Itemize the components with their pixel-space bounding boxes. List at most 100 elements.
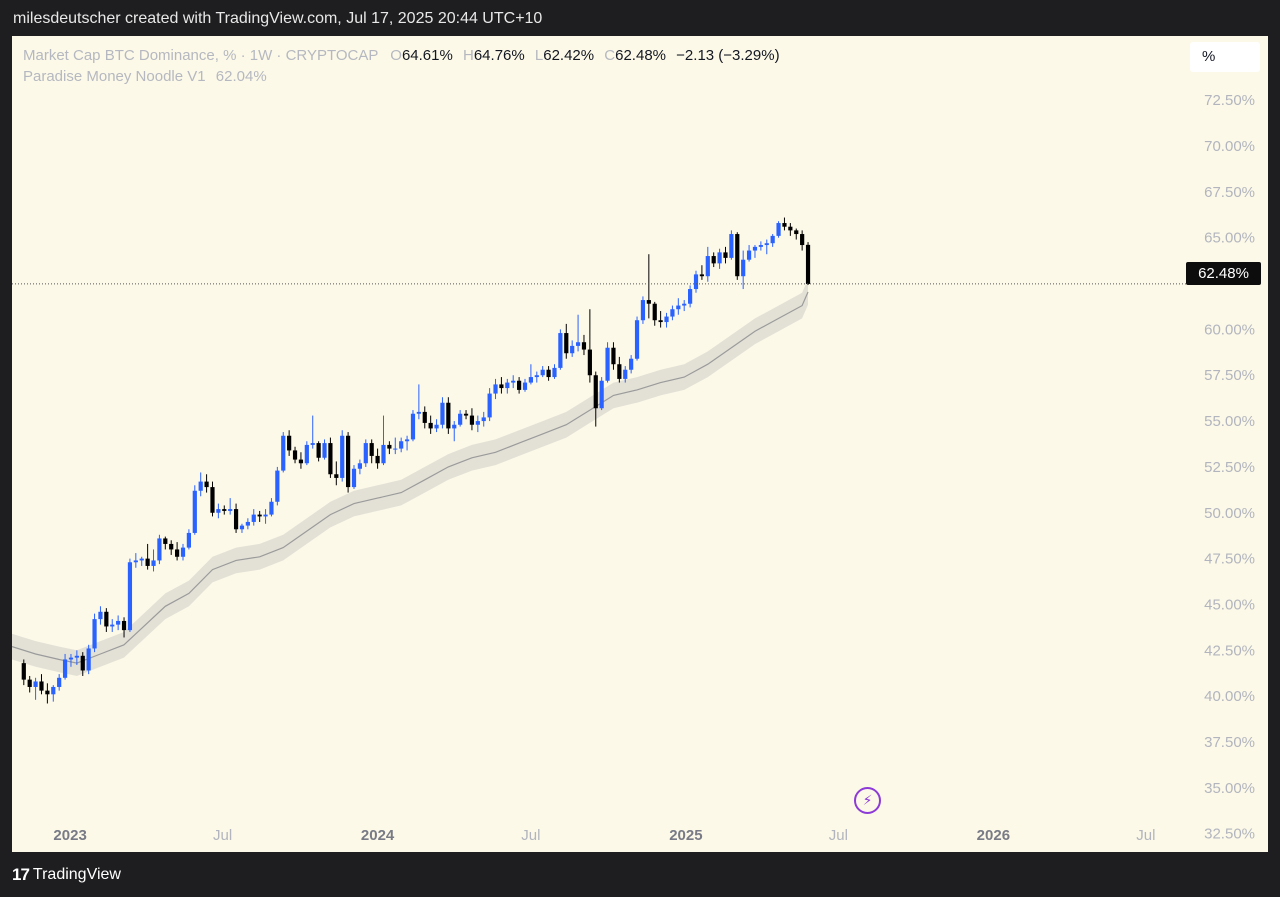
candle-body: [45, 690, 50, 695]
legend-symbol-row[interactable]: Market Cap BTC Dominance, % · 1W · CRYPT…: [23, 45, 780, 66]
candle-body: [534, 375, 539, 378]
candle-body: [133, 560, 138, 563]
candle-body: [251, 514, 256, 522]
candle-body: [664, 316, 669, 323]
y-tick-label: 55.00%: [1204, 413, 1255, 430]
candle-body: [788, 226, 793, 231]
legend-close-value: 62.48%: [615, 47, 666, 64]
legend-low-label: L: [534, 47, 544, 64]
legend-low-value: 62.42%: [543, 47, 595, 64]
candle-body: [328, 443, 333, 475]
candle-body: [269, 501, 274, 515]
candle-body: [74, 655, 79, 658]
y-tick-label: 50.00%: [1204, 505, 1255, 522]
x-tick-label: Jul: [213, 827, 232, 844]
lightning-bolt-icon[interactable]: ⚡: [854, 787, 881, 814]
candle-body: [434, 424, 439, 429]
candle-body: [463, 413, 469, 416]
candle-body: [139, 558, 144, 561]
candle-body: [334, 474, 339, 478]
footer-bar: 17 TradingView: [0, 852, 1280, 897]
candle-body: [776, 223, 781, 236]
tradingview-logo[interactable]: 17 TradingView: [12, 865, 121, 885]
y-tick-label: 65.00%: [1204, 230, 1255, 247]
y-tick-label: 37.50%: [1204, 734, 1255, 751]
candle-body: [68, 657, 74, 660]
legend-open-value: 64.61%: [401, 47, 453, 64]
candle-body: [699, 274, 705, 277]
x-tick-label: 2025: [669, 827, 702, 844]
y-tick-label: 47.50%: [1204, 551, 1255, 568]
candle-body: [346, 435, 351, 488]
candle-body: [705, 256, 710, 277]
candle-body: [351, 468, 357, 488]
candle-body: [805, 244, 811, 284]
chart-pane[interactable]: 72.50% 70.00% 67.50% 65.00% 60.00% 57.50% 55.0…: [12, 36, 1268, 852]
candle-body: [62, 659, 68, 678]
candle-body: [287, 435, 292, 451]
candle-body: [640, 300, 646, 321]
candle-body: [116, 620, 121, 625]
candle-body: [764, 243, 769, 246]
y-tick-label: 35.00%: [1204, 780, 1255, 797]
candle-body: [198, 481, 203, 491]
candle-body: [723, 252, 728, 258]
candle-body: [611, 347, 616, 365]
candle-body: [593, 375, 598, 409]
candle-body: [387, 444, 392, 449]
candle-body: [375, 455, 380, 464]
candle-body: [481, 417, 486, 422]
candle-body: [475, 421, 480, 425]
candle-body: [782, 223, 787, 227]
candle-body: [770, 235, 775, 244]
caption-bar: milesdeutscher created with TradingView.…: [0, 0, 1280, 36]
candle-body: [558, 333, 563, 368]
y-tick-label: 32.50%: [1204, 826, 1255, 843]
legend-symbol: Market Cap BTC Dominance, % · 1W · CRYPT…: [23, 47, 379, 64]
candle-body: [670, 309, 675, 317]
candle-body: [92, 619, 97, 649]
candle-body: [104, 611, 109, 627]
y-tick-label: 52.50%: [1204, 459, 1255, 476]
candle-body: [752, 246, 758, 251]
candle-body: [676, 305, 681, 310]
candle-body: [758, 245, 763, 247]
legend-open-label: O: [390, 47, 402, 64]
x-tick-label: Jul: [521, 827, 540, 844]
candle-body: [145, 558, 150, 566]
candle-body: [163, 538, 168, 544]
last-price-label: 62.48%: [1186, 262, 1261, 285]
x-tick-label: Jul: [1136, 827, 1155, 844]
legend-indicator-row[interactable]: Paradise Money Noodle V1 62.04%: [23, 66, 780, 87]
candle-body: [452, 424, 457, 429]
y-tick-label: 40.00%: [1204, 688, 1255, 705]
candle-body: [658, 320, 663, 323]
candle-body: [581, 342, 587, 350]
candle-body: [416, 411, 421, 414]
candle-body: [39, 681, 44, 691]
candle-body: [340, 435, 345, 478]
candle-body: [711, 256, 716, 264]
candle-body: [33, 681, 38, 687]
candle-body: [528, 377, 534, 383]
candle-body: [316, 443, 321, 458]
chart-canvas[interactable]: 72.50% 70.00% 67.50% 65.00% 60.00% 57.50% 55.0…: [12, 36, 1268, 852]
candle-body: [735, 234, 740, 277]
percent-scale-button[interactable]: %: [1190, 42, 1260, 72]
candle-body: [440, 402, 445, 425]
candle-body: [746, 250, 752, 260]
candle-body: [800, 234, 805, 246]
candle-body: [180, 547, 186, 557]
candle-body: [493, 384, 498, 394]
candle-body: [275, 470, 280, 502]
candle-body: [605, 347, 610, 381]
candle-body: [587, 349, 592, 376]
legend-close-label: C: [604, 47, 616, 64]
candle-body: [357, 463, 362, 469]
tradingview-logo-icon: 17: [12, 865, 30, 884]
candle-body: [57, 677, 62, 687]
candle-body: [51, 686, 56, 695]
candle-body: [469, 415, 475, 425]
candle-body: [522, 382, 528, 390]
candle-body: [210, 487, 215, 513]
